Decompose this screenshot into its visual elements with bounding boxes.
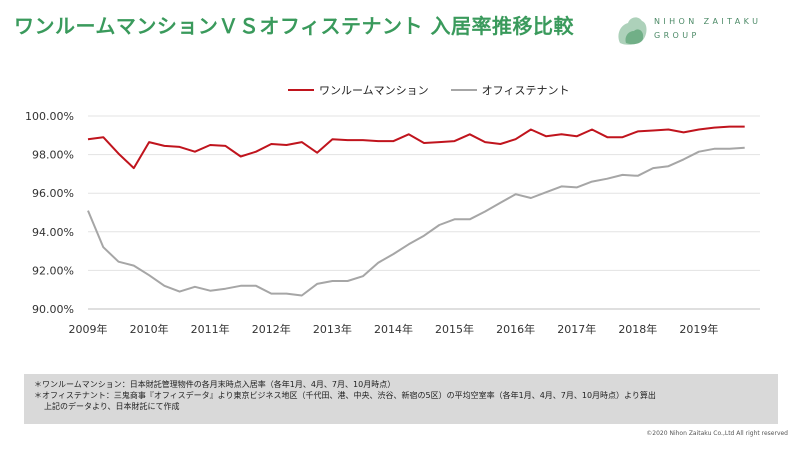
y-tick-label: 96.00% — [32, 187, 74, 200]
y-tick-label: 100.00% — [25, 110, 74, 123]
legend-item-office: オフィステナント — [450, 82, 570, 98]
x-tick-label: 2016年 — [496, 322, 535, 336]
logo-mark-icon — [618, 17, 647, 45]
legend-swatch-office — [450, 89, 477, 91]
legend-item-oneroom: ワンルームマンション — [288, 82, 429, 98]
y-tick-label: 94.00% — [32, 226, 74, 239]
x-tick-label: 2013年 — [313, 322, 352, 336]
y-tick-label: 90.00% — [32, 303, 74, 316]
logo-shape-2 — [625, 29, 644, 45]
copyright-text: ©2020 Nihon Zaitaku Co.,Ltd All right re… — [646, 430, 788, 437]
series-line — [87, 146, 745, 297]
chart-legend: ワンルームマンション オフィステナント — [288, 82, 569, 98]
x-tick-label: 2010年 — [130, 322, 169, 336]
x-tick-label: 2011年 — [191, 322, 230, 336]
footnote-source: 上記のデータより、日本財託にて作成 — [44, 402, 180, 411]
x-tick-label: 2015年 — [435, 322, 474, 336]
x-tick-label: 2012年 — [252, 322, 291, 336]
y-tick-label: 92.00% — [32, 264, 74, 277]
y-tick-label: 98.00% — [32, 149, 74, 162]
legend-label-oneroom: ワンルームマンション — [319, 84, 429, 97]
legend-label-office: オフィステナント — [481, 84, 570, 97]
x-tick-label: 2014年 — [374, 322, 413, 336]
footnote-oneroom: ＊ワンルームマンション：日本財託管理物件の各月末時点入居率（各年1月、4月、7月… — [34, 380, 396, 389]
page-title: ワンルームマンションＶＳオフィステナント 入居率推移比較 — [14, 14, 574, 38]
footnote-box: ＊ワンルームマンション：日本財託管理物件の各月末時点入居率（各年1月、4月、7月… — [24, 374, 778, 424]
logo-text-line2: GROUP — [654, 31, 700, 40]
footnote-office: ＊オフィステナント：三鬼商事『オフィスデータ』より東京ビジネス地区（千代田、港、… — [34, 391, 656, 400]
company-logo: NIHON ZAITAKU GROUP — [616, 13, 766, 49]
x-tick-label: 2018年 — [618, 322, 657, 336]
series-line — [87, 125, 745, 170]
line-chart: 90.00% 92.00% 94.00% 96.00% 98.00% 100.00% 200… — [25, 110, 760, 336]
legend-swatch-oneroom — [288, 89, 314, 91]
x-tick-label: 2009年 — [69, 322, 108, 336]
x-tick-label: 2017年 — [557, 322, 596, 336]
logo-text-line1: NIHON ZAITAKU — [654, 17, 762, 26]
x-tick-label: 2019年 — [679, 322, 718, 336]
